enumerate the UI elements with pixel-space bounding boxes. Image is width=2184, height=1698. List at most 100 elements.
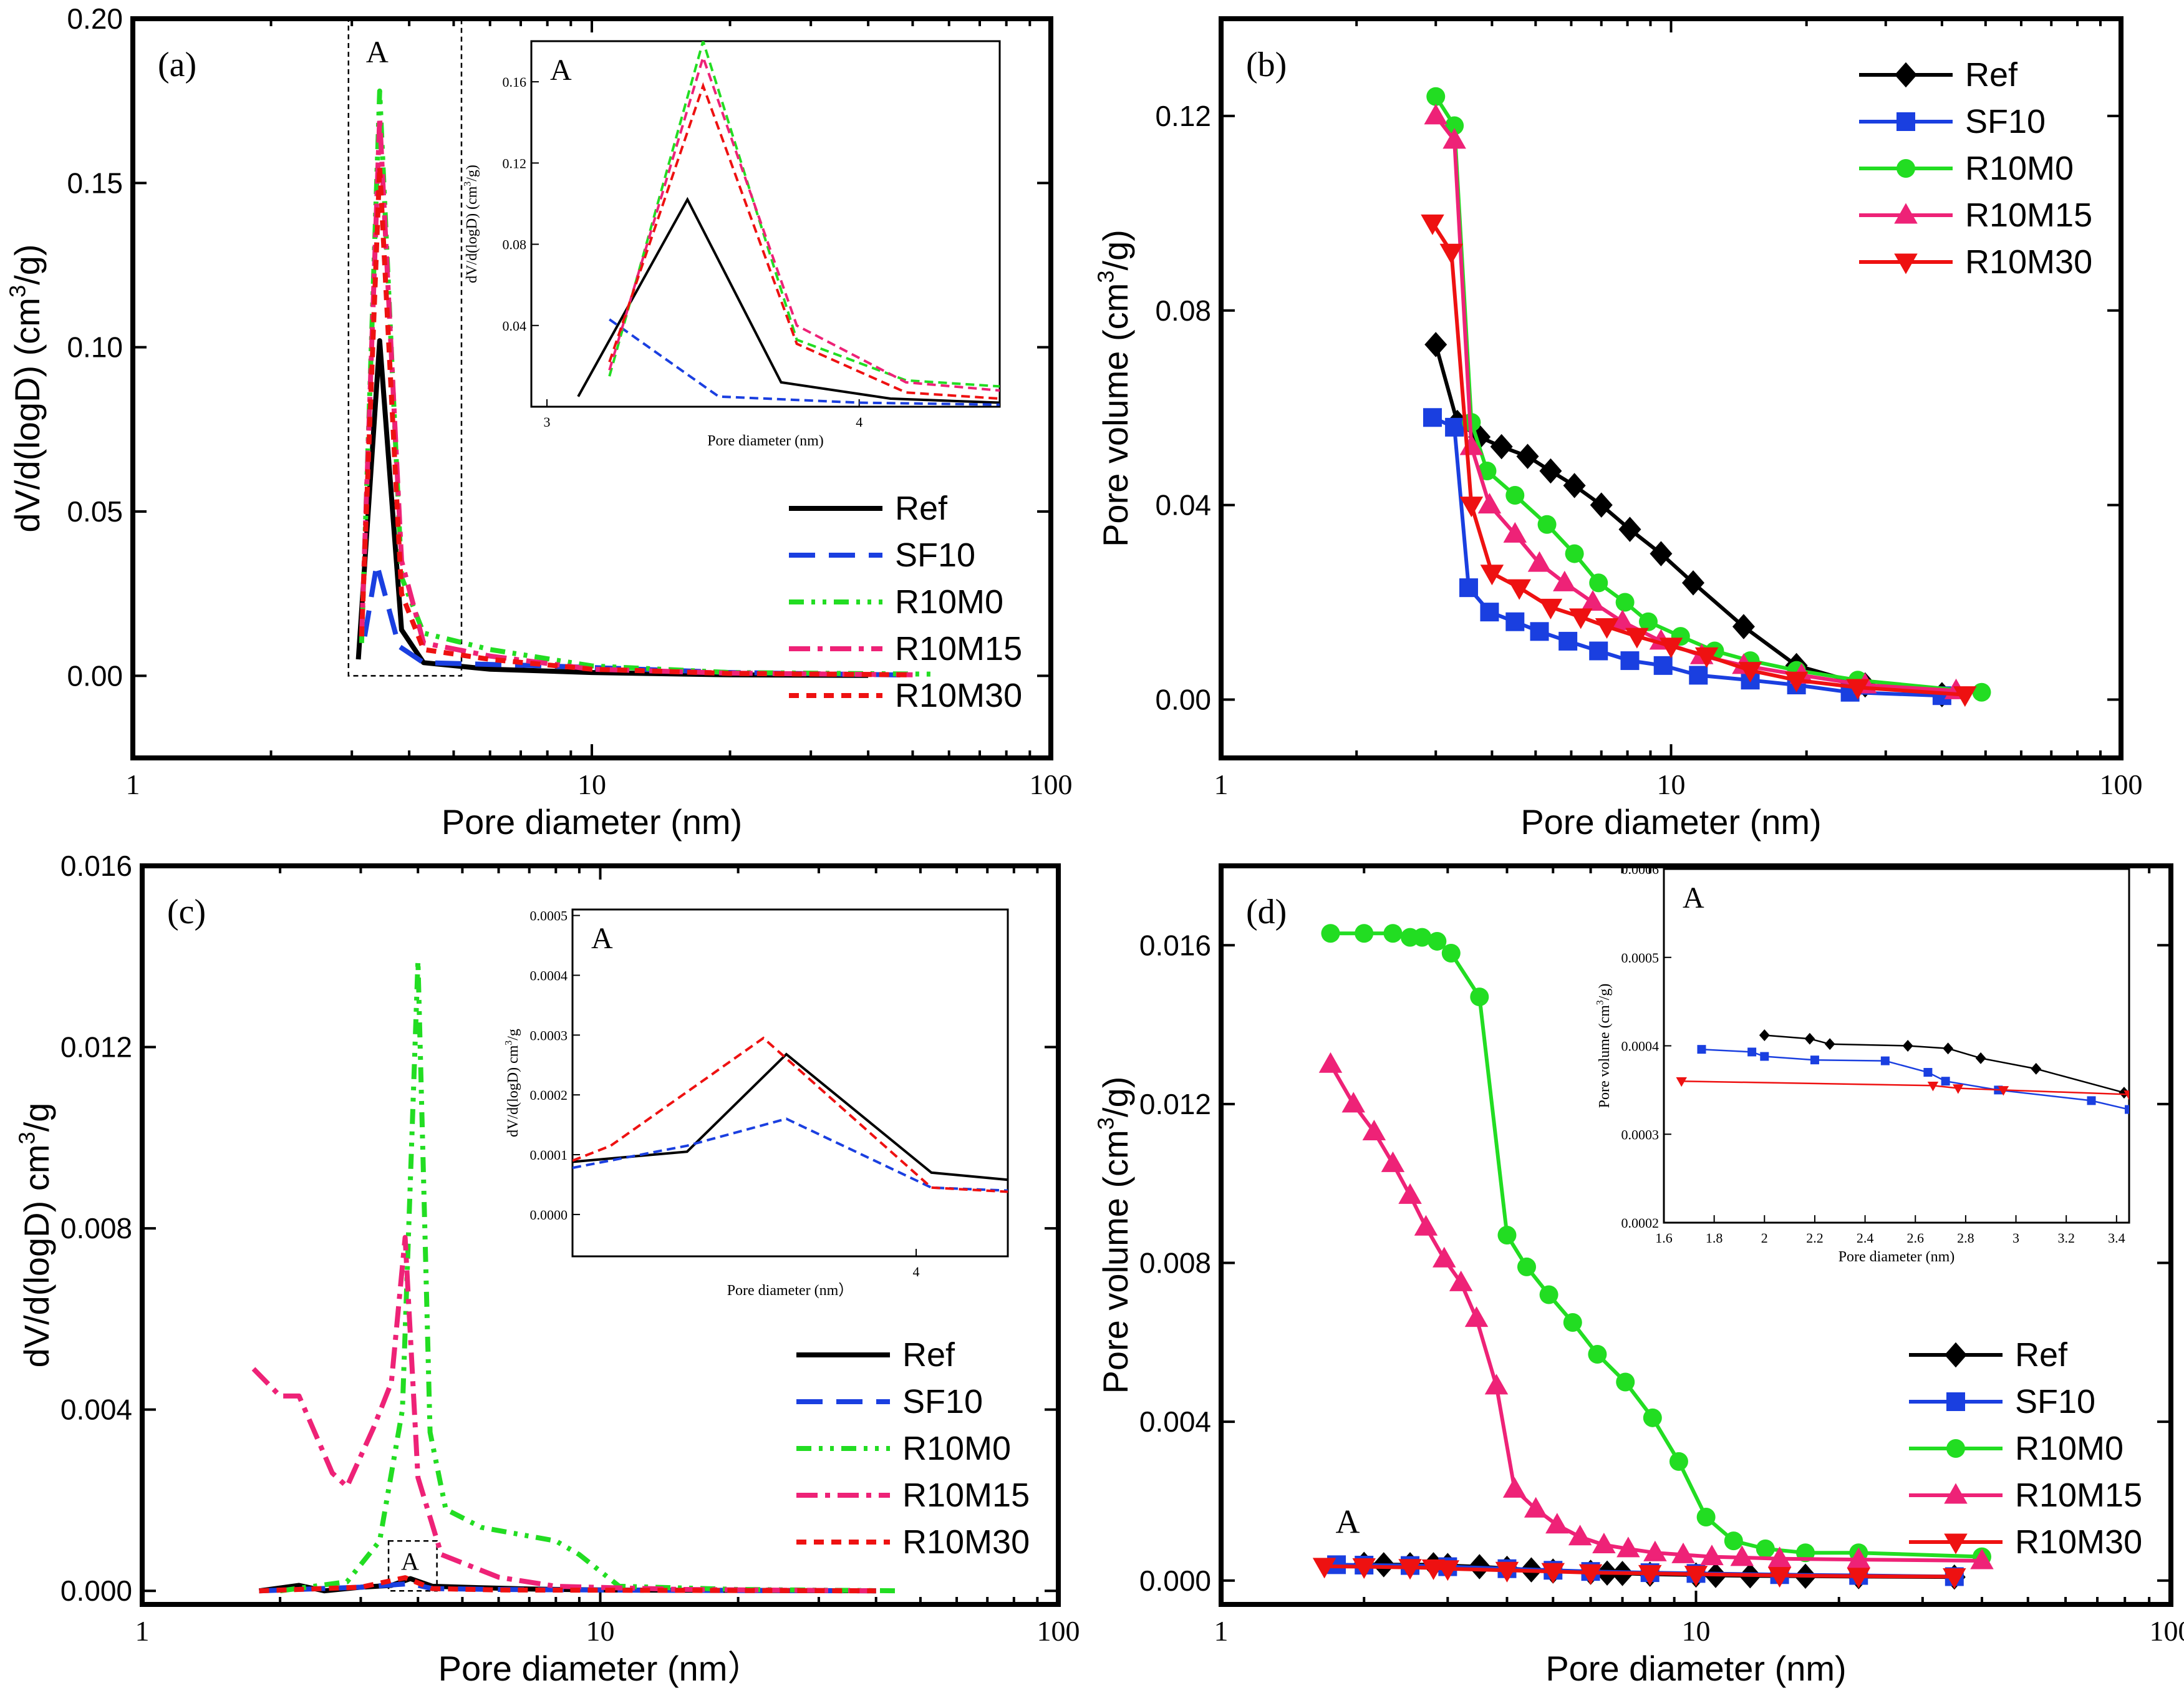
data-point-r10m0 bbox=[1669, 1452, 1688, 1471]
data-point-r10m15 bbox=[1524, 1497, 1548, 1518]
panel-c: 1 10 100 0.000 0.004 0.008 0.012 0.016 Pore diam… bbox=[14, 850, 1080, 1688]
inset-series-line-sf10 bbox=[609, 318, 1000, 406]
legend-item: Ref bbox=[789, 490, 948, 527]
data-point-r10m30 bbox=[1784, 671, 1809, 692]
data-point-r10m30 bbox=[1312, 1558, 1336, 1579]
data-point-r10m15 bbox=[1527, 551, 1552, 572]
legend-label: R10M0 bbox=[895, 583, 1003, 621]
data-point-r10m30 bbox=[1439, 243, 1464, 264]
data-point-r10m30 bbox=[1568, 608, 1593, 629]
y-tick-label: 0.05 bbox=[67, 495, 123, 528]
series-line-r10m30 bbox=[359, 164, 913, 677]
data-point-r10m15 bbox=[1767, 1546, 1792, 1568]
data-point-r10m30 bbox=[1459, 497, 1484, 518]
inset-data-point-sf10 bbox=[2125, 1105, 2129, 1114]
data-point-r10m0 bbox=[1565, 544, 1584, 563]
annotation-label: A bbox=[1335, 1503, 1360, 1540]
inset-y-tick-label: 0.0000 bbox=[530, 1207, 568, 1223]
series-line-sf10 bbox=[362, 561, 913, 678]
legend-label: SF10 bbox=[2015, 1383, 2095, 1420]
y-axis-title-main: Pore volume (cm bbox=[1096, 1130, 1135, 1394]
panel-label: (a) bbox=[158, 46, 196, 84]
data-point-r10m30 bbox=[1352, 1558, 1376, 1579]
inset-x-tick-label: 2.6 bbox=[1906, 1230, 1924, 1246]
y-tick-label: 0.004 bbox=[60, 1394, 132, 1426]
legend-item: SF10 bbox=[1909, 1383, 2095, 1420]
data-point-r10m30 bbox=[1625, 628, 1649, 649]
legend-marker bbox=[1944, 1483, 1968, 1504]
data-point-sf10 bbox=[1480, 603, 1499, 622]
y-tick-label: 0.008 bbox=[1139, 1247, 1211, 1279]
y-tick-label: 0.004 bbox=[1139, 1405, 1211, 1438]
legend-marker bbox=[1945, 1342, 1967, 1368]
data-point-r10m0 bbox=[1756, 1539, 1775, 1558]
legend-item: R10M0 bbox=[1909, 1430, 2124, 1467]
inset-x-tick-label: 2 bbox=[1761, 1230, 1768, 1246]
x-tick-label: 10 bbox=[1682, 1615, 1711, 1647]
data-point-r10m15 bbox=[1414, 1215, 1438, 1236]
data-point-ref bbox=[1516, 444, 1539, 469]
inset-data-point-ref bbox=[2119, 1087, 2129, 1099]
inset-data-point-r10m30 bbox=[1927, 1081, 1939, 1092]
data-point-r10m15 bbox=[1503, 522, 1527, 543]
legend-marker bbox=[1897, 112, 1915, 131]
inset-c: 4 0.0000 0.0001 0.0002 0.0003 0.0004 0.0005 Por… bbox=[503, 908, 1009, 1299]
inset-y-tick-label: 0.0003 bbox=[530, 1027, 568, 1043]
y-tick-label: 0.20 bbox=[67, 2, 123, 35]
legend-item: R10M30 bbox=[1909, 1523, 2142, 1561]
legend-item: R10M30 bbox=[1859, 243, 2092, 281]
y-tick-label: 0.04 bbox=[1155, 489, 1211, 522]
data-point-r10m15 bbox=[1318, 1052, 1343, 1073]
data-point-r10m0 bbox=[1445, 116, 1464, 135]
legend-item: Ref bbox=[1859, 56, 2018, 94]
data-point-r10m30 bbox=[1495, 1561, 1519, 1583]
inset-data-point-ref bbox=[1759, 1029, 1770, 1041]
data-point-r10m15 bbox=[1610, 609, 1635, 631]
y-axis-title: Pore volume (cm3/g) bbox=[1093, 1077, 1135, 1394]
data-point-sf10 bbox=[1558, 631, 1578, 651]
inset-y-tick-label: 0.0005 bbox=[530, 908, 568, 924]
inset-y-tick-label: 0.04 bbox=[503, 318, 527, 334]
data-point-r10m15 bbox=[1449, 1270, 1473, 1291]
data-point-r10m15 bbox=[1484, 1374, 1509, 1395]
inset-label: A bbox=[591, 922, 613, 955]
inset-y-axis-title: dV/d(logD) (cm3/g) bbox=[462, 165, 480, 283]
inset-y-axis-title-superscript: 3 bbox=[462, 182, 473, 187]
y-tick-label: 0.012 bbox=[60, 1031, 132, 1064]
data-point-r10m30 bbox=[1539, 598, 1563, 619]
y-axis-title-tail: /g bbox=[17, 1103, 56, 1132]
data-point-r10m15 bbox=[1671, 1542, 1695, 1563]
inset-y-axis-title-tail: /g) bbox=[1597, 984, 1613, 1001]
legend-item: R10M15 bbox=[1909, 1477, 2142, 1514]
legend-item: R10M0 bbox=[796, 1430, 1011, 1467]
data-point-r10m0 bbox=[1413, 928, 1432, 947]
legend-label: Ref bbox=[2015, 1336, 2068, 1374]
inset-data-point-ref bbox=[1902, 1040, 1913, 1052]
y-axis-title-superscript: 3 bbox=[1093, 270, 1119, 283]
inset-x-tick-label: 3 bbox=[544, 414, 551, 430]
y-axis-title-superscript: 3 bbox=[14, 1132, 40, 1144]
panel-b: 1 10 100 0.00 0.04 0.08 0.12 Pore diameter (nm)… bbox=[1093, 16, 2143, 842]
legend-item: R10M15 bbox=[1859, 196, 2092, 234]
x-tick-label: 10 bbox=[586, 1615, 615, 1647]
data-point-r10m15 bbox=[1381, 1151, 1405, 1172]
data-point-r10m0 bbox=[1441, 944, 1461, 963]
series-line-r10m15 bbox=[1434, 115, 1956, 693]
x-tick-label: 1 bbox=[135, 1615, 150, 1647]
data-point-r10m0 bbox=[1383, 924, 1403, 943]
legend-label: R10M30 bbox=[1965, 243, 2092, 281]
y-axis-title-superscript: 3 bbox=[1093, 1117, 1119, 1130]
legend-marker bbox=[1895, 62, 1917, 88]
inset-data-point-r10m30 bbox=[1998, 1086, 2009, 1096]
data-point-r10m0 bbox=[1588, 1344, 1607, 1364]
data-point-r10m0 bbox=[1355, 924, 1374, 943]
y-tick-label: 0.15 bbox=[67, 167, 123, 199]
legend-label: R10M0 bbox=[2015, 1430, 2124, 1467]
legend-item: SF10 bbox=[1859, 103, 2046, 140]
data-point-sf10 bbox=[1445, 417, 1464, 437]
data-point-sf10 bbox=[1505, 612, 1525, 631]
series-line-r10m0 bbox=[1434, 95, 1982, 694]
legend-label: R10M30 bbox=[895, 677, 1022, 714]
inset-y-tick-label: 0.0004 bbox=[1621, 1039, 1660, 1054]
inset-y-tick-label: 0.0002 bbox=[1621, 1215, 1660, 1231]
